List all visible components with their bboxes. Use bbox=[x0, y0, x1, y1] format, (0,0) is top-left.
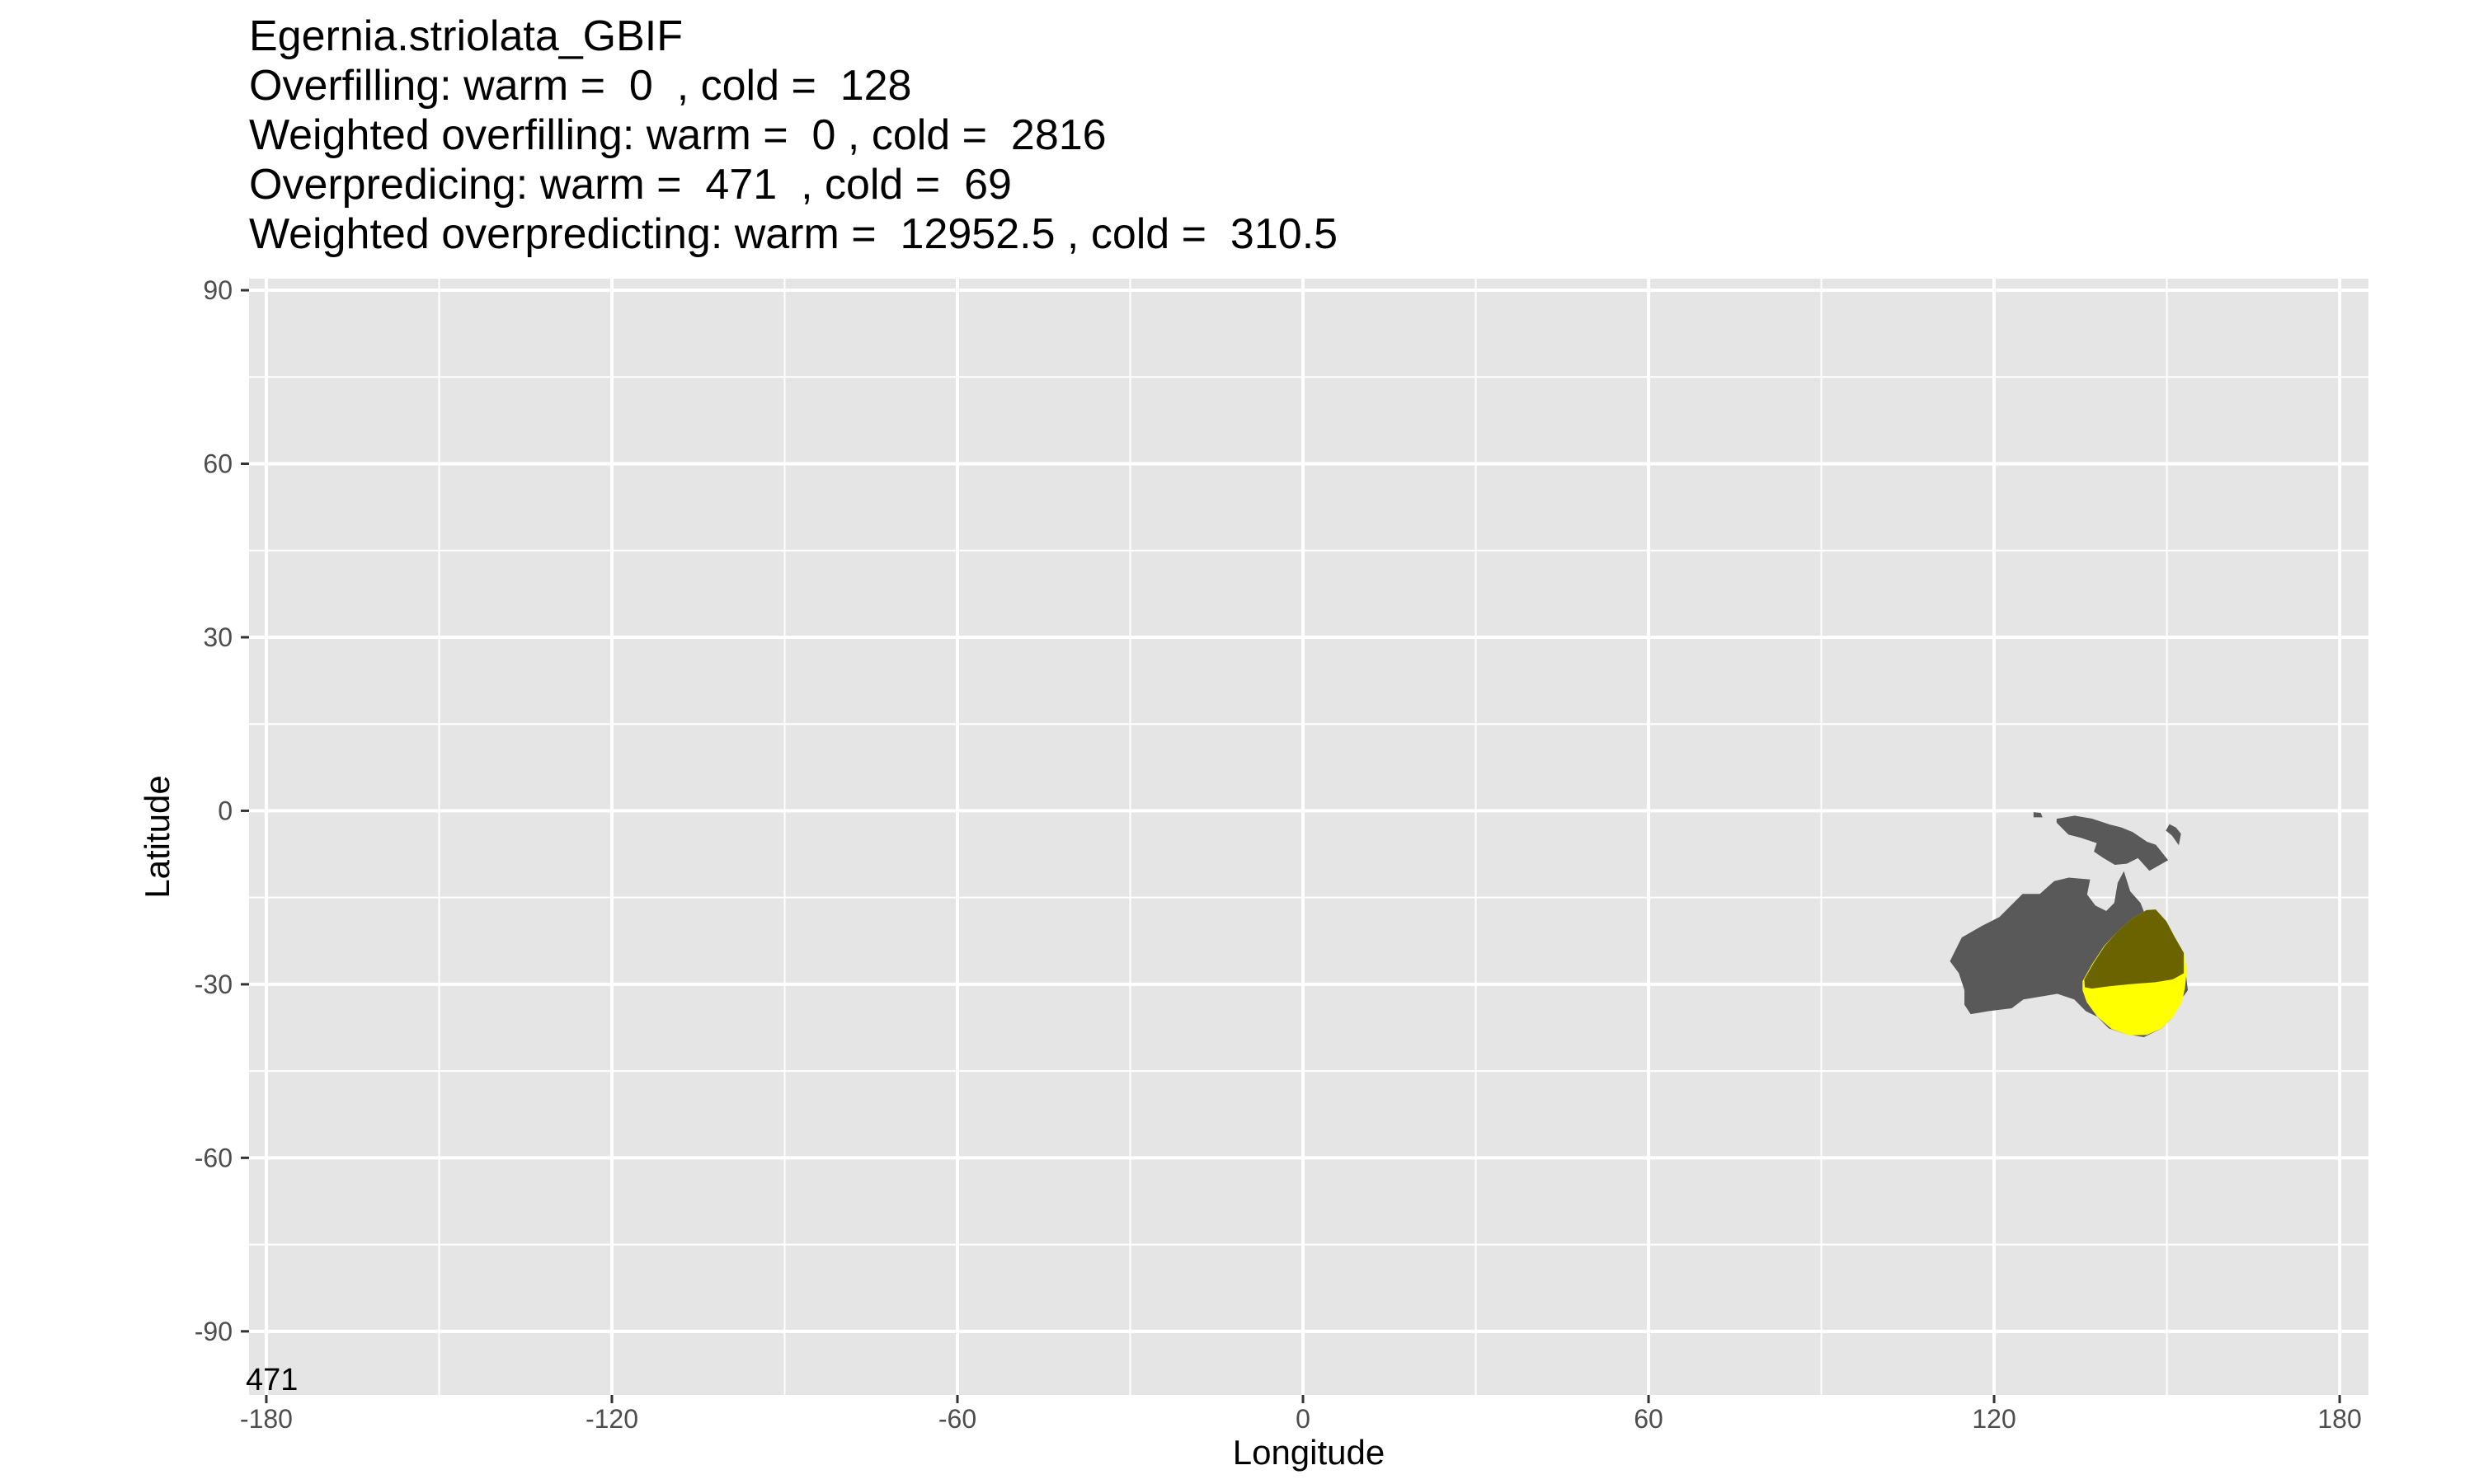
x-axis-title: Longitude bbox=[1233, 1433, 1385, 1472]
x-tick-label: 120 bbox=[1972, 1404, 2015, 1434]
y-tick-label: 60 bbox=[203, 448, 233, 478]
map-title-block: Egernia.striolata_GBIF Overfilling: warm… bbox=[249, 12, 1338, 259]
x-tick-label: 0 bbox=[1296, 1404, 1310, 1434]
corner-count-label: 471 bbox=[246, 1363, 298, 1397]
y-tick-label: 30 bbox=[203, 622, 233, 652]
range-layers bbox=[1950, 812, 2189, 1038]
y-tick-label: 0 bbox=[218, 796, 233, 825]
x-tick-label: -60 bbox=[938, 1404, 976, 1434]
x-tick-label: 180 bbox=[2317, 1404, 2361, 1434]
species-title: Egernia.striolata_GBIF bbox=[249, 12, 684, 60]
weighted-overfilling-stats: Weighted overfilling: warm = 0 , cold = … bbox=[249, 111, 1107, 159]
plot-panel bbox=[249, 279, 2368, 1395]
overpredicting-stats: Overpredicing: warm = 471 , cold = 69 bbox=[249, 161, 1012, 209]
range-polygon bbox=[2166, 824, 2181, 846]
range-polygon bbox=[2033, 812, 2043, 818]
axis-ticks bbox=[241, 289, 2341, 1403]
axis-tick-labels: -180 -120 -60 0 60 120 180 -90 -60 -30 0 30 60 90 bbox=[195, 275, 2362, 1434]
y-tick-label: 90 bbox=[203, 275, 233, 305]
x-tick-label: 60 bbox=[1634, 1404, 1663, 1434]
weighted-overpredicting-stats: Weighted overpredicting: warm = 12952.5 … bbox=[249, 210, 1338, 258]
y-tick-label: -90 bbox=[195, 1317, 233, 1346]
y-tick-label: -30 bbox=[195, 970, 233, 999]
major-gridlines bbox=[249, 279, 2368, 1395]
range-layer-2 bbox=[2084, 909, 2185, 989]
overfilling-stats: Overfilling: warm = 0 , cold = 128 bbox=[249, 62, 912, 110]
range-polygon bbox=[2056, 815, 2169, 871]
y-axis-title: Latitude bbox=[138, 775, 176, 898]
x-tick-label: -120 bbox=[586, 1404, 638, 1434]
y-tick-label: -60 bbox=[195, 1143, 233, 1172]
x-tick-label: -180 bbox=[240, 1404, 293, 1434]
range-polygon bbox=[2084, 909, 2185, 989]
